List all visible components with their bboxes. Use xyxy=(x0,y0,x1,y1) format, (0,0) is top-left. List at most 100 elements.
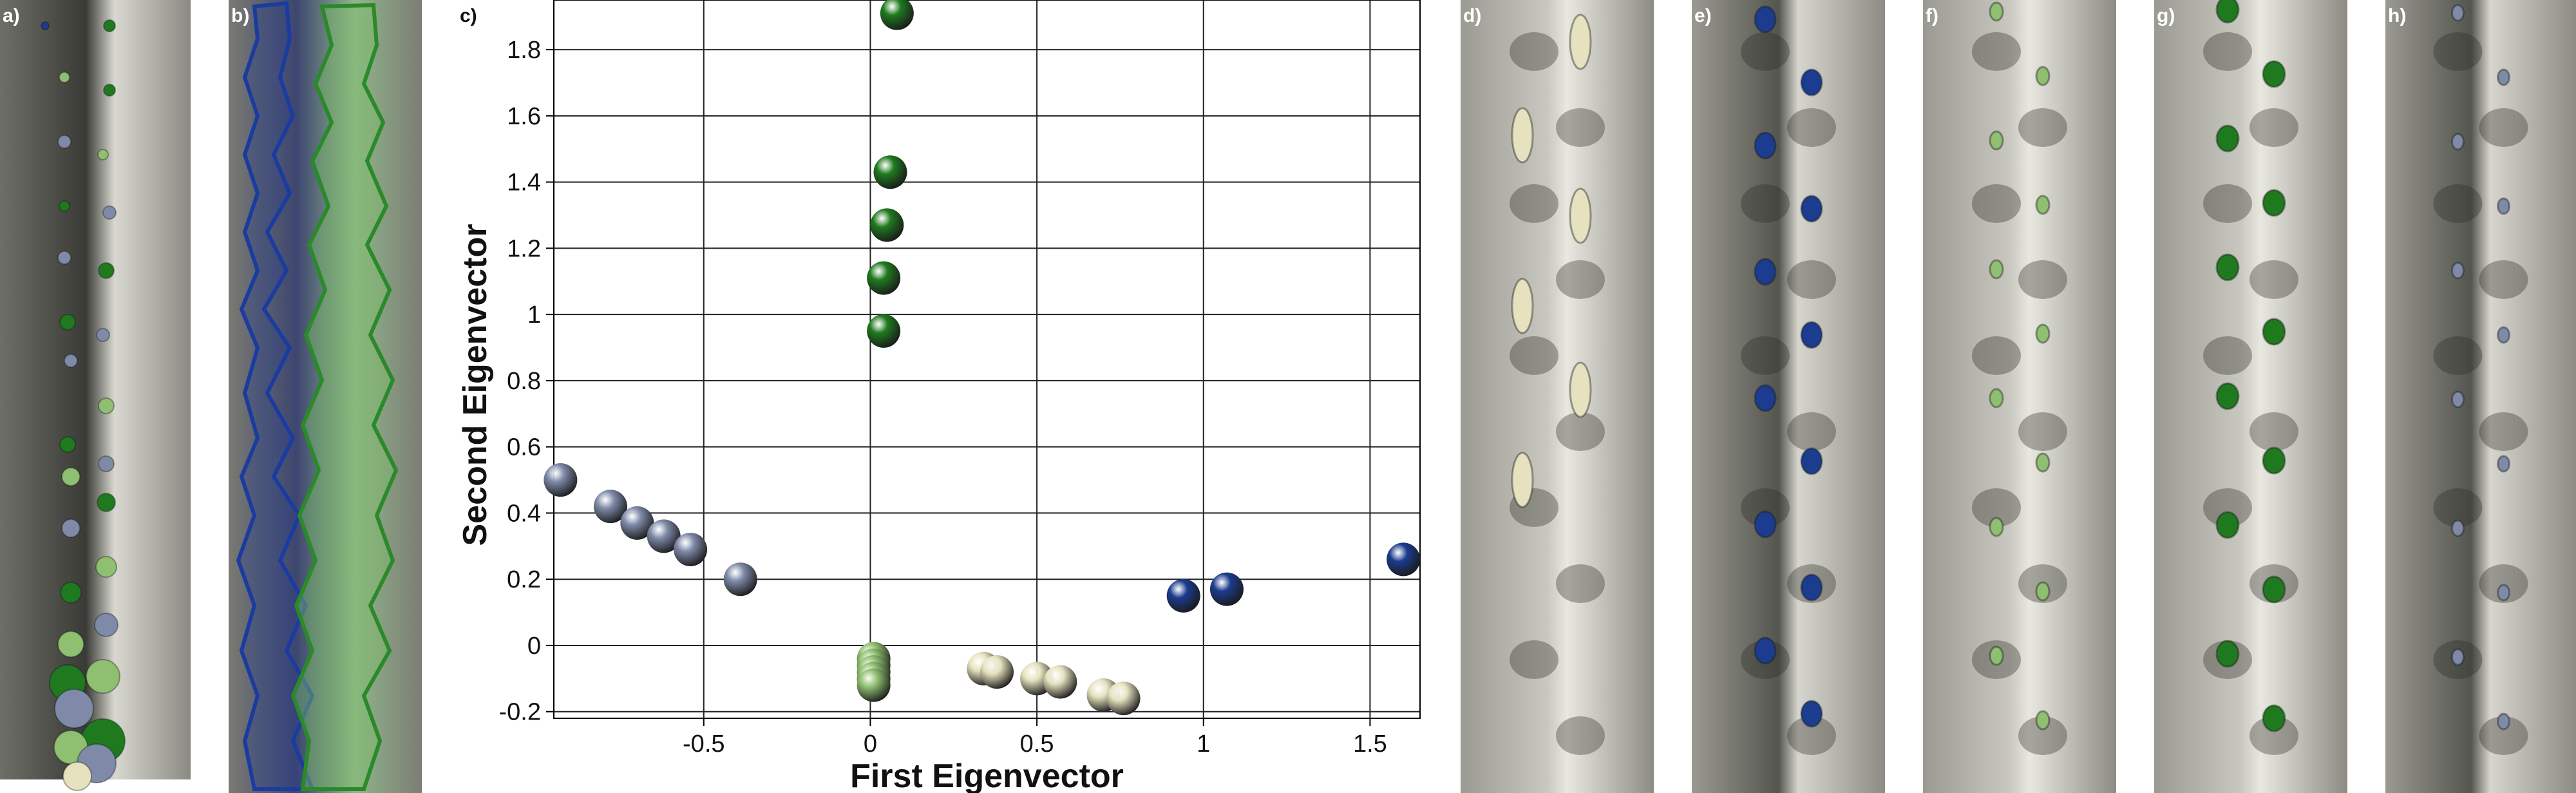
feature-sphere xyxy=(57,251,71,265)
feature-sphere xyxy=(59,436,76,453)
vortex-shade xyxy=(1556,108,1605,147)
feature-marker xyxy=(2215,382,2240,410)
y-tick-label: 1 xyxy=(527,301,541,329)
panel-h: h) xyxy=(2385,0,2576,793)
panel-g-label: g) xyxy=(2157,5,2175,26)
feature-sphere xyxy=(86,659,120,694)
data-point-dark_blue xyxy=(1209,572,1244,606)
feature-marker xyxy=(2450,390,2465,408)
y-tick-label: 1.6 xyxy=(507,103,541,130)
feature-sphere xyxy=(94,613,118,637)
vortex-shade xyxy=(2249,108,2298,147)
y-tick-label: 0.6 xyxy=(507,434,541,461)
feature-marker xyxy=(1754,384,1777,412)
vortex-shade xyxy=(2479,716,2528,755)
vortex-shade xyxy=(2018,260,2067,299)
x-axis-label: First Eigenvector xyxy=(850,758,1124,793)
panel-h-field xyxy=(2385,0,2576,793)
vortex-shade xyxy=(2203,32,2252,71)
panel-b-label: b) xyxy=(231,5,250,26)
plot-frame xyxy=(553,0,1421,719)
vortex-shade xyxy=(2249,260,2298,299)
y-axis-label: Second Eigenvector xyxy=(457,224,494,546)
feature-marker xyxy=(1989,517,2004,537)
data-point-light_green xyxy=(857,668,891,702)
feature-marker xyxy=(1989,388,2004,408)
feature-marker xyxy=(2450,262,2465,280)
feature-marker xyxy=(2035,195,2050,215)
vortex-shade xyxy=(1510,184,1558,223)
vortex-shade xyxy=(1556,716,1605,755)
feature-marker xyxy=(2262,318,2286,346)
vortex-shade xyxy=(1741,32,1790,71)
feature-sphere xyxy=(98,397,115,414)
feature-marker xyxy=(2215,511,2240,539)
y-tick-label: 0.2 xyxy=(507,566,541,593)
feature-marker xyxy=(2262,60,2286,88)
vortex-shade xyxy=(2018,716,2067,755)
x-tick-label: 0.5 xyxy=(1020,731,1054,758)
feature-sphere xyxy=(59,72,70,83)
feature-sphere xyxy=(54,689,94,729)
feature-marker xyxy=(1511,452,1534,508)
feature-sphere xyxy=(61,467,80,486)
panel-d-label: d) xyxy=(1463,5,1482,26)
feature-marker xyxy=(1800,573,1823,602)
vortex-shade xyxy=(1510,32,1558,71)
vortex-shade xyxy=(2249,716,2298,755)
panel-e: e) xyxy=(1692,0,1885,793)
vortex-shade xyxy=(2018,108,2067,147)
flow-field-background xyxy=(1692,0,1885,793)
data-points xyxy=(544,0,1421,716)
vortex-shade xyxy=(2479,564,2528,603)
x-tick-label: -0.5 xyxy=(683,731,724,758)
vortex-shade xyxy=(2249,412,2298,451)
feature-marker xyxy=(2035,452,2050,473)
feature-marker xyxy=(2035,66,2050,86)
vortex-shade xyxy=(1556,412,1605,451)
vortex-shade xyxy=(2018,412,2067,451)
feature-marker xyxy=(2450,648,2465,666)
feature-sphere xyxy=(41,21,50,30)
feature-marker xyxy=(2215,0,2240,24)
feature-marker xyxy=(1800,700,1823,728)
feature-marker xyxy=(2035,581,2050,602)
eigenvector-scatter-chart: -0.5 0 0.5 1 1.5 -0.2 0 0.2 0.4 0.6 0.8 1 1.2 1.4 1.6 1… xyxy=(457,0,1421,793)
grid xyxy=(554,0,1420,718)
feature-sphere xyxy=(97,493,116,512)
data-point-dark_green xyxy=(880,0,914,30)
flow-field-background xyxy=(2154,0,2347,793)
feature-marker xyxy=(1800,447,1823,475)
feature-sphere xyxy=(59,314,76,330)
x-tick-label: 1 xyxy=(1197,731,1210,758)
vortex-shade xyxy=(1787,260,1836,299)
flow-field-background xyxy=(0,0,191,779)
feature-sphere xyxy=(57,135,71,149)
data-point-dark_green xyxy=(870,208,904,242)
y-tick-label: -0.2 xyxy=(499,699,541,726)
feature-marker xyxy=(2262,446,2286,475)
data-point-slate_blue xyxy=(723,562,757,597)
data-point-dark_blue xyxy=(1166,578,1200,613)
feature-sphere xyxy=(102,205,117,220)
feature-sphere xyxy=(95,556,117,578)
y-tick-label: 0.4 xyxy=(507,500,541,527)
vortex-shade xyxy=(1556,564,1605,603)
vortex-shade xyxy=(2433,184,2483,223)
vortex-shade xyxy=(1787,412,1836,451)
data-point-cream xyxy=(980,655,1014,689)
feature-sphere xyxy=(57,631,84,658)
panel-f-label: f) xyxy=(1926,5,1938,26)
panel-d: d) xyxy=(1461,0,1654,793)
feature-marker xyxy=(1800,195,1823,223)
data-point-slate_blue xyxy=(593,490,627,524)
panel-h-label: h) xyxy=(2388,5,2407,26)
y-tick-label: 1.2 xyxy=(507,235,541,262)
panel-b: b) xyxy=(229,0,422,793)
data-point-dark_blue xyxy=(1387,542,1421,577)
feature-marker xyxy=(1569,14,1592,70)
feature-marker xyxy=(1754,131,1777,160)
data-point-slate_blue xyxy=(544,463,578,497)
feature-marker xyxy=(1754,258,1777,286)
panel-e-label: e) xyxy=(1694,5,1712,26)
